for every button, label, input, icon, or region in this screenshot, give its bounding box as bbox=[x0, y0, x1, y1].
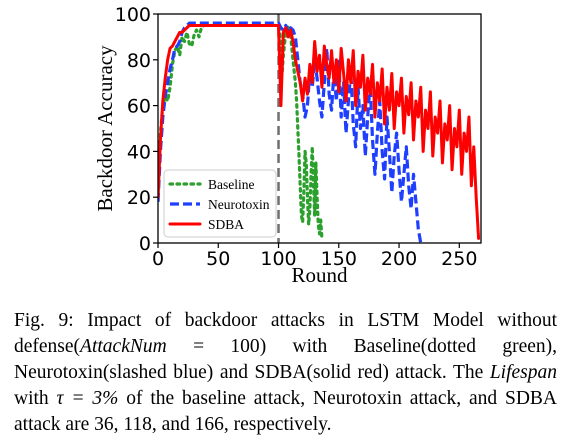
legend-label-sdba: SDBA bbox=[208, 217, 244, 232]
y-axis-title: Backdoor Accuracy bbox=[93, 45, 117, 212]
caption-tau-expr: τ = 3% bbox=[56, 388, 119, 409]
caption-lifespan-var: Lifespan bbox=[489, 362, 557, 383]
y-tick-label-0: 0 bbox=[139, 233, 151, 255]
y-tick-label-40: 40 bbox=[127, 141, 151, 163]
caption-prefix: Fig. 9: Impact of backdoor attacks in LS… bbox=[14, 310, 557, 357]
caption-suffix: of the baseline attack, Neurotoxin attac… bbox=[14, 388, 557, 435]
legend-label-neurotoxin: Neurotoxin bbox=[208, 197, 270, 212]
chart-figure: 0 50 100 150 200 250 0 20 40 60 80 100 Round Backdoor… bbox=[93, 4, 482, 287]
x-axis-title: Round bbox=[291, 263, 348, 287]
caption-attacknum-var: AttackNum bbox=[80, 336, 167, 357]
y-tick-label-80: 80 bbox=[127, 50, 151, 72]
series-line-sdba bbox=[158, 23, 481, 240]
y-tick-label-60: 60 bbox=[127, 96, 151, 118]
legend-label-baseline: Baseline bbox=[208, 177, 255, 192]
legend-box bbox=[163, 169, 277, 238]
legend: Baseline Neurotoxin SDBA bbox=[163, 169, 277, 238]
x-tick-label-0: 0 bbox=[152, 248, 164, 270]
y-tick-label-100: 100 bbox=[115, 4, 151, 26]
caption-mid2: with bbox=[14, 388, 57, 409]
series-line-neurotoxin bbox=[158, 21, 423, 243]
x-tick-label-50: 50 bbox=[206, 248, 230, 270]
plot-frame bbox=[157, 13, 482, 244]
line-chart: 0 50 100 150 200 250020406080100RoundBackdoor… bbox=[93, 4, 482, 287]
x-tick-label-100: 100 bbox=[260, 248, 296, 270]
caption-attacknum-eq: = 100 bbox=[166, 336, 260, 357]
x-tick-label-250: 250 bbox=[441, 248, 477, 270]
x-tick-label-150: 150 bbox=[321, 248, 357, 270]
x-tick-label-200: 200 bbox=[381, 248, 417, 270]
caption-mid1: ) with Baseline(dotted green), Neurotoxi… bbox=[14, 336, 557, 383]
figure-caption: Fig. 9: Impact of backdoor attacks in LS… bbox=[14, 308, 557, 438]
y-tick-label-20: 20 bbox=[127, 187, 151, 209]
